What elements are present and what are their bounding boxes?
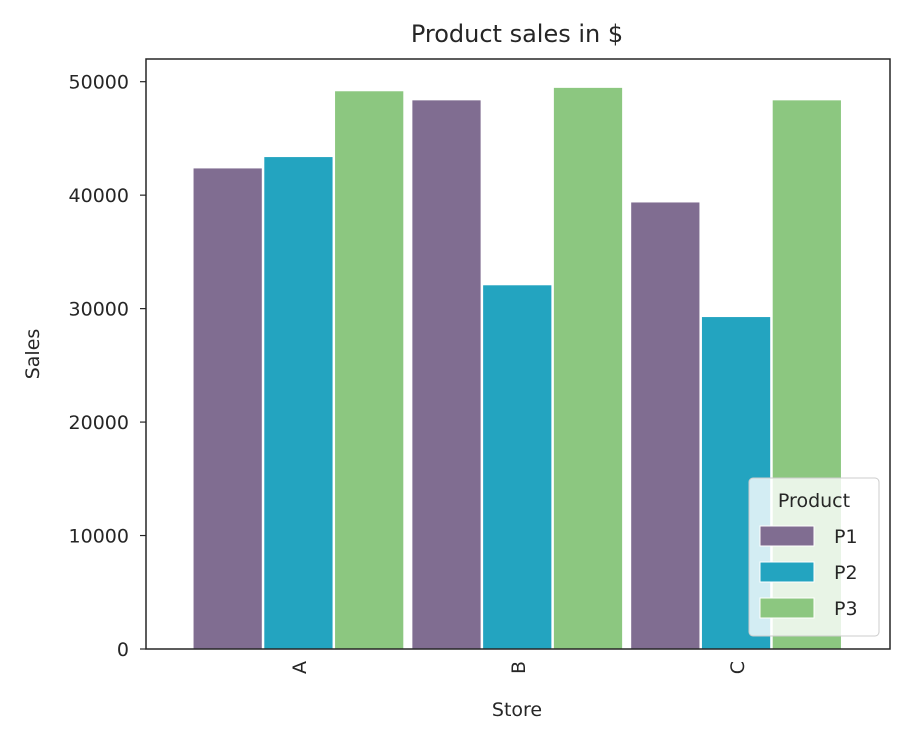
bar-p1-c xyxy=(630,201,701,650)
legend-swatch-p3 xyxy=(759,597,815,619)
legend: Product P1 P2 P3 xyxy=(748,477,880,637)
bar-p1-a xyxy=(192,167,263,650)
legend-label-p2: P2 xyxy=(834,562,858,584)
legend-swatch-p2 xyxy=(759,561,815,583)
y-tick-label: 50000 xyxy=(69,72,129,94)
x-tick-label: B xyxy=(508,661,530,674)
y-tick-label: 30000 xyxy=(69,299,129,321)
x-axis-label: Store xyxy=(492,699,542,721)
chart-title: Product sales in $ xyxy=(411,20,623,48)
y-tick-label: 0 xyxy=(117,639,129,661)
x-axis-ticks: A B C xyxy=(289,661,749,674)
bar-p1-b xyxy=(411,99,482,650)
bar-p3-a xyxy=(334,90,405,650)
bars-group xyxy=(192,86,842,650)
bar-p2-b xyxy=(482,284,553,650)
legend-label-p1: P1 xyxy=(834,526,858,548)
x-tick-label: C xyxy=(727,661,749,674)
y-axis-label: Sales xyxy=(22,329,44,380)
plot-frame xyxy=(145,58,891,650)
legend-swatch-p1 xyxy=(759,525,815,547)
legend-box xyxy=(748,477,880,637)
bar-p3-b xyxy=(552,86,624,650)
legend-label-p3: P3 xyxy=(834,598,858,620)
y-tick-label: 10000 xyxy=(69,526,129,548)
legend-title: Product xyxy=(778,490,850,512)
y-axis-ticks: 0 10000 20000 30000 40000 50000 xyxy=(69,72,146,661)
x-tick-label: A xyxy=(289,661,311,674)
bar-p2-a xyxy=(263,156,334,650)
y-tick-label: 40000 xyxy=(69,185,129,207)
y-tick-label: 20000 xyxy=(69,412,129,434)
